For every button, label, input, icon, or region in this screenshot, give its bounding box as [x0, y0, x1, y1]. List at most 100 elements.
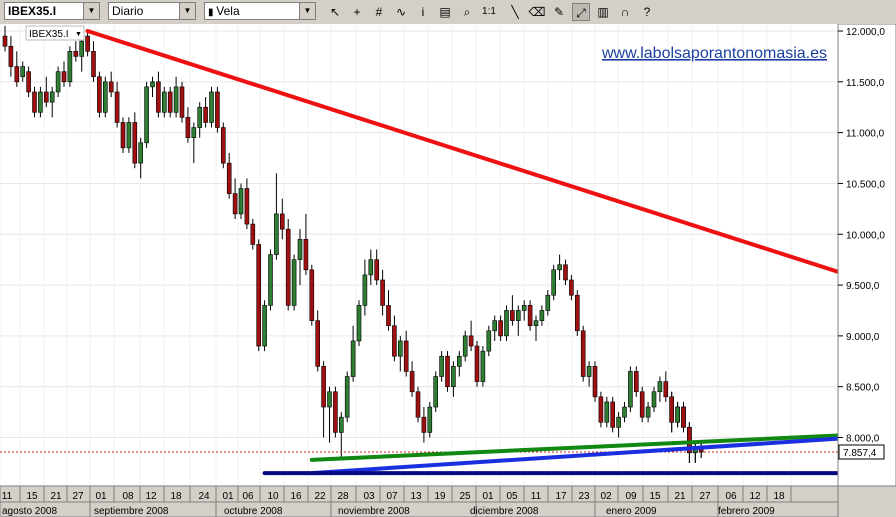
candle	[144, 81, 149, 148]
candle	[533, 315, 539, 341]
y-tick-label: 10.500,0	[846, 179, 885, 190]
x-tick-label: 28	[337, 491, 349, 502]
candle	[374, 249, 380, 286]
candle	[191, 122, 197, 164]
candle	[250, 219, 256, 250]
candle	[521, 300, 527, 321]
downtrend-line[interactable]	[85, 29, 896, 307]
candle	[167, 86, 173, 118]
candle	[256, 239, 262, 352]
candle	[333, 386, 338, 438]
info-icon[interactable]: i	[421, 5, 425, 19]
data-table-icon[interactable]: ▤	[439, 5, 451, 19]
candle	[91, 41, 96, 82]
candle	[403, 330, 409, 377]
help-icon[interactable]: ?	[643, 5, 651, 19]
candle-type-icon: ▮	[208, 7, 217, 18]
candle	[486, 325, 492, 357]
symbol-dropdown-icon[interactable]: ▼	[83, 3, 99, 19]
candle	[427, 401, 433, 438]
x-tick-label: 03	[363, 491, 375, 502]
candle	[498, 315, 503, 341]
candle	[67, 46, 73, 87]
candle	[209, 86, 214, 128]
candle	[162, 86, 167, 118]
candle	[73, 41, 79, 62]
chart-type-value: Vela	[216, 4, 240, 18]
candles	[2, 25, 704, 463]
x-tick-label: 02	[600, 491, 612, 502]
candle	[38, 86, 43, 118]
x-tick-label: 17	[555, 491, 567, 502]
candle	[610, 396, 616, 433]
trendline-icon[interactable]: ╲	[511, 5, 519, 19]
candle	[274, 173, 279, 260]
x-tick-label: 06	[725, 491, 737, 502]
zoom-reset-icon[interactable]: 1:1	[482, 6, 496, 17]
magnet-icon[interactable]: ∩	[620, 5, 630, 19]
candle	[327, 386, 332, 443]
candle	[232, 178, 238, 220]
x-tick-label: 21	[674, 491, 686, 502]
candle	[285, 219, 291, 311]
x-tick-label: 25	[459, 491, 471, 502]
candle	[445, 351, 450, 392]
candle	[527, 300, 533, 331]
candle	[504, 305, 509, 341]
candle	[279, 198, 285, 240]
symbol-tag[interactable]: IBEX35.I ▼	[25, 25, 85, 41]
zoom-icon[interactable]: ⌕	[463, 5, 471, 19]
candle	[592, 361, 598, 402]
x-tick-label: 13	[410, 491, 422, 502]
period-dropdown-icon[interactable]: ▼	[179, 3, 195, 19]
symbol-label: IBEX35.I	[29, 29, 68, 40]
candle	[456, 351, 462, 377]
y-tick-label: 10.000,0	[846, 230, 885, 241]
cursor-arrow-icon[interactable]: ↖	[329, 5, 341, 19]
candle	[545, 290, 551, 316]
crosshair-icon[interactable]: +	[353, 5, 361, 19]
candle	[315, 310, 321, 372]
indicator-icon[interactable]: ▥	[597, 5, 609, 19]
candle	[120, 117, 126, 153]
wave-icon[interactable]: ∿	[395, 5, 407, 19]
symbol-tag-dropdown-icon[interactable]: ▼	[75, 31, 82, 38]
candle	[97, 71, 102, 118]
candle	[628, 366, 633, 413]
candle	[492, 315, 498, 341]
properties-icon[interactable]: ✎	[553, 5, 565, 19]
month-label: septiembre 2008	[94, 506, 169, 517]
y-tick-label: 9.000,0	[846, 332, 880, 343]
candle	[244, 178, 250, 230]
period-select[interactable]: Diario ▼	[108, 2, 196, 20]
candle	[215, 86, 220, 133]
candle	[297, 229, 303, 286]
symbol-input[interactable]: IBEX35.I ▼	[4, 2, 100, 20]
candle	[55, 66, 61, 98]
candle	[303, 213, 309, 275]
candle	[451, 361, 456, 397]
y-tick-label: 8.500,0	[846, 383, 880, 394]
price-chart[interactable]: 12.000,0 11.500,0 11.000,0 10.500,0 10.000,0…	[0, 24, 896, 517]
candle	[539, 305, 545, 326]
chart-type-dropdown-icon[interactable]: ▼	[299, 3, 315, 19]
candle	[651, 386, 657, 413]
x-axis: 11 15 21 27 01 08 12 18 24 01 06 10 16 22 28 03 07 13 19 25…	[0, 486, 839, 517]
x-tick-label: 07	[386, 491, 398, 502]
grid-icon[interactable]: #	[375, 5, 383, 19]
fit-icon[interactable]: ⤢	[572, 3, 590, 21]
last-price-label: 7.857,4	[843, 448, 877, 459]
candle	[409, 361, 415, 397]
candle	[563, 259, 568, 286]
period-value: Diario	[112, 4, 144, 18]
candle	[580, 325, 586, 382]
candle	[468, 320, 474, 352]
chart-type-select[interactable]: ▮ Vela ▼	[204, 2, 316, 20]
candle-highlighted	[669, 391, 675, 433]
y-axis-panel	[837, 24, 896, 487]
month-label: enero 2009	[606, 506, 657, 517]
eraser-icon[interactable]: ⌫	[528, 5, 546, 19]
x-tick-label: 24	[198, 491, 210, 502]
x-tick-label: 11	[531, 491, 542, 502]
candle	[362, 259, 368, 316]
